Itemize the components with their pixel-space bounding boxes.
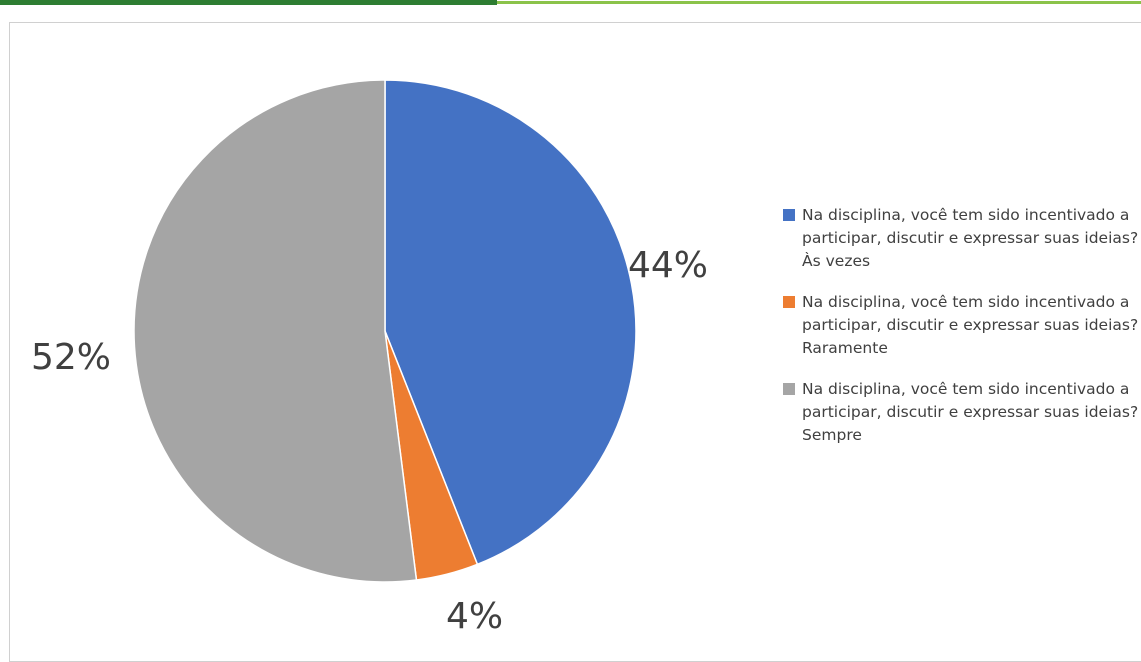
legend-item-raramente: Na disciplina, você tem sido incentivado… [783,291,1141,360]
legend-label-sempre: Na disciplina, você tem sido incentivado… [802,380,1139,444]
legend-item-as-vezes: Na disciplina, você tem sido incentivado… [783,204,1141,273]
legend-label-raramente: Na disciplina, você tem sido incentivado… [802,293,1139,357]
slice-label-sempre: 52% [31,337,112,378]
header-accent-bar-dark [0,0,497,5]
legend-swatch-sempre [783,383,795,395]
header-accent-bar-light [497,1,1141,4]
pie-chart [133,79,637,583]
pie-slice-sempre [133,79,418,583]
slice-label-raramente: 4% [446,596,504,637]
legend-item-sempre: Na disciplina, você tem sido incentivado… [783,378,1141,447]
legend-swatch-raramente [783,296,795,308]
legend-label-as-vezes: Na disciplina, você tem sido incentivado… [802,206,1139,270]
legend: Na disciplina, você tem sido incentivado… [783,204,1141,465]
pie-slice-as-vezes [384,79,637,566]
slice-label-as-vezes: 44% [628,245,709,286]
legend-swatch-as-vezes [783,209,795,221]
